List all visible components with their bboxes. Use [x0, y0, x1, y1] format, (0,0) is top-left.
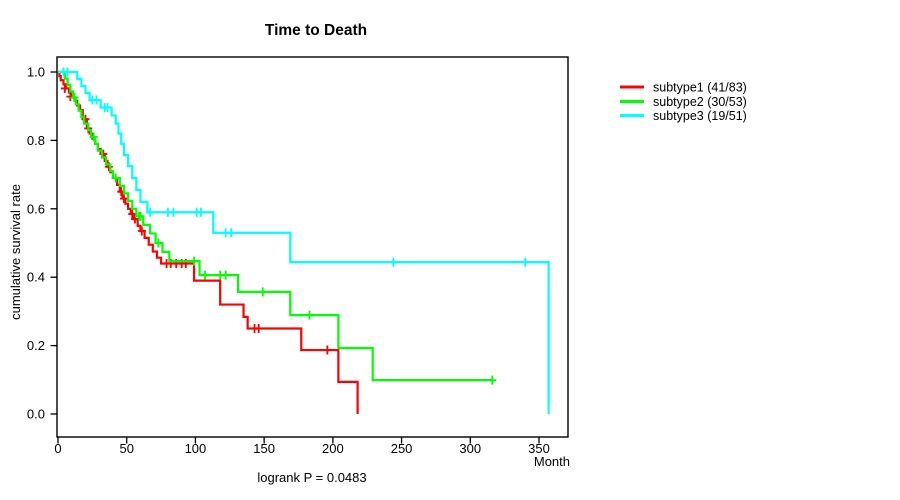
- y-tick-label: 0.0: [27, 407, 45, 422]
- logrank-pvalue-text: logrank P = 0.0483: [257, 470, 366, 485]
- legend: subtype1 (41/83) subtype2 (30/53) subtyp…: [620, 81, 747, 123]
- y-tick-label: 0.8: [27, 133, 45, 148]
- x-tick-label: 100: [185, 441, 207, 456]
- x-tick-label: 300: [459, 441, 481, 456]
- x-tick-label: 250: [391, 441, 413, 456]
- legend-label-subtype1: subtype1 (41/83): [653, 81, 747, 95]
- y-axis-label: cumulative survival rate: [8, 184, 23, 320]
- survival-curve-subtype3: [58, 70, 550, 414]
- survival-curve-subtype1: [58, 70, 359, 414]
- x-tick-label: 200: [322, 441, 344, 456]
- x-tick-label: 150: [253, 441, 275, 456]
- legend-label-subtype3: subtype3 (19/51): [653, 109, 747, 123]
- survival-curve-subtype2: [58, 70, 493, 382]
- x-tick-label: 50: [119, 441, 133, 456]
- chart-title: Time to Death: [265, 22, 367, 39]
- censor-marks-subtype2: [59, 67, 497, 385]
- y-tick-label: 0.6: [27, 201, 45, 216]
- x-axis-label: Month: [534, 454, 570, 469]
- y-tick-label: 0.2: [27, 338, 45, 353]
- y-tick-label: 1.0: [27, 65, 45, 80]
- y-tick-label: 0.4: [27, 270, 45, 285]
- legend-label-subtype2: subtype2 (30/53): [653, 95, 747, 109]
- plot-frame: [56, 56, 569, 438]
- censor-marks-subtype1: [60, 83, 332, 355]
- plot-area: 0 50 100 150 200 250 300 350 0.0 0.2 0.4 0.6 0.8 1.0: [27, 65, 550, 457]
- censor-marks-subtype3: [59, 67, 530, 267]
- x-tick-label: 0: [54, 441, 61, 456]
- x-tick-label: 350: [528, 441, 550, 456]
